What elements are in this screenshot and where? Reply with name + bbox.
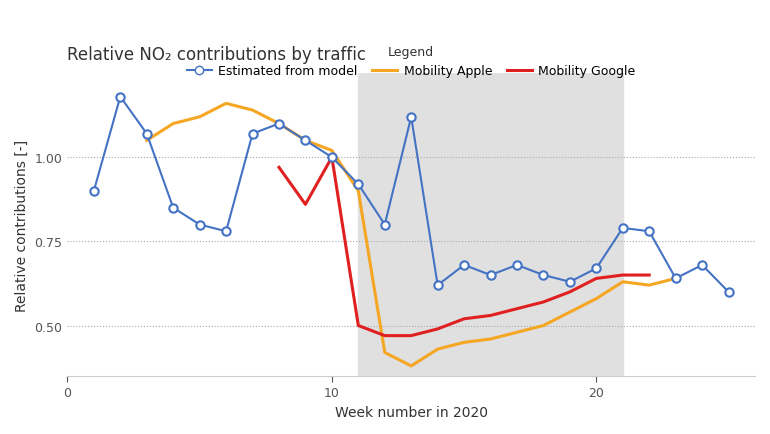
Y-axis label: Relative contributions [-]: Relative contributions [-] [15, 139, 29, 311]
X-axis label: Week number in 2020: Week number in 2020 [335, 405, 487, 419]
Text: Relative NO₂ contributions by traffic: Relative NO₂ contributions by traffic [68, 46, 367, 64]
Bar [358, 74, 623, 376]
Legend: Estimated from model, Mobility Apple, Mobility Google: Estimated from model, Mobility Apple, Mo… [182, 41, 641, 83]
